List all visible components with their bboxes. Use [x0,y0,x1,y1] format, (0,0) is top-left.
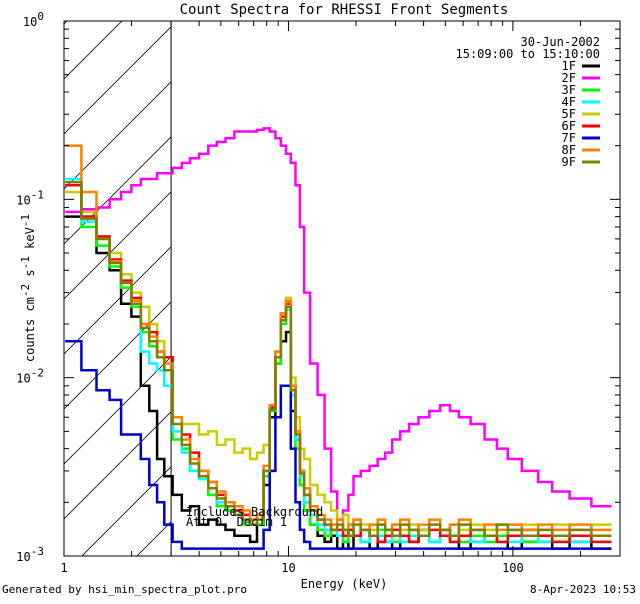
attenuator-note: Att 0, Decim 1 [186,515,287,529]
x-axis-label: Energy (keV) [301,577,388,591]
series-7f [65,340,612,550]
legend-label-8f: 8F [562,143,576,157]
y-axis-label: counts cm-2 s-1 keV-1 [19,214,37,362]
legend-label-7f: 7F [562,131,576,145]
legend-label-5f: 5F [562,107,576,121]
time-range-label: 15:09:00 to 15:10:00 [456,47,601,61]
date-label: 30-Jun-2002 [521,35,600,49]
y-tick-label: 10-2 [16,367,44,386]
y-tick-label: 100 [23,10,44,29]
hatch-lines [64,21,172,556]
series-8f [65,144,612,532]
legend-label-9f: 9F [562,155,576,169]
series-5f [65,190,612,532]
legend-label-1f: 1F [562,59,576,73]
shaded-low-energy-region [64,21,172,556]
series-3f [65,183,612,544]
legend-label-3f: 3F [562,83,576,97]
series-6f [65,183,612,544]
legend-label-4f: 4F [562,95,576,109]
x-tick-label: 10 [281,561,295,575]
background-note: Includes Background [186,505,323,519]
timestamp-footer: 8-Apr-2023 10:53 [530,583,636,596]
y-tick-label: 10-3 [16,545,44,564]
legend-label-2f: 2F [562,71,576,85]
chart-title: Count Spectra for RHESSI Front Segments [180,2,509,18]
series-9f [65,180,612,537]
generated-by-footer: Generated by hsi_min_spectra_plot.pro [2,583,248,596]
plot-frame [63,20,621,557]
x-tick-label: 100 [502,561,524,575]
y-tick-label: 10-1 [16,188,44,207]
legend-label-6f: 6F [562,119,576,133]
x-tick-label: 1 [60,561,67,575]
series-2f [65,127,612,521]
series-4f [65,177,612,544]
